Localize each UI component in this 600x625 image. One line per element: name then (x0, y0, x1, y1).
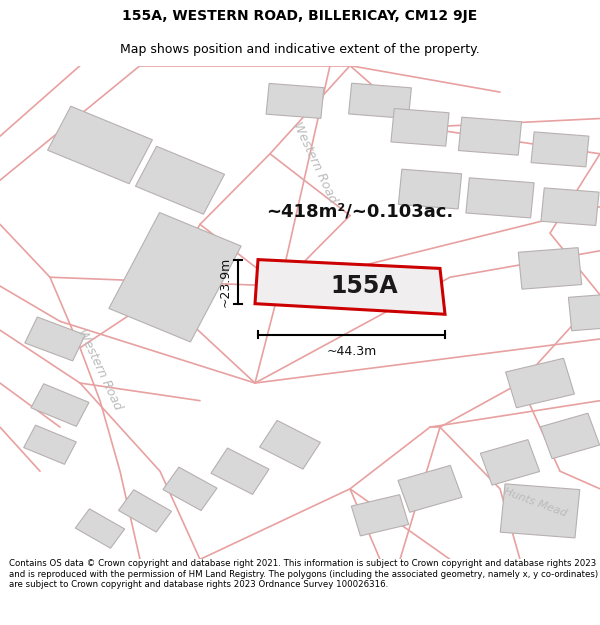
Polygon shape (541, 413, 599, 459)
Text: Western Road: Western Road (76, 327, 124, 412)
Polygon shape (76, 509, 125, 548)
Text: Map shows position and indicative extent of the property.: Map shows position and indicative extent… (120, 42, 480, 56)
Polygon shape (349, 83, 412, 119)
Text: 155A, WESTERN ROAD, BILLERICAY, CM12 9JE: 155A, WESTERN ROAD, BILLERICAY, CM12 9JE (122, 9, 478, 23)
Polygon shape (541, 188, 599, 226)
Polygon shape (568, 294, 600, 331)
Polygon shape (23, 425, 76, 464)
Polygon shape (266, 83, 324, 118)
Polygon shape (260, 421, 320, 469)
Text: ~44.3m: ~44.3m (326, 345, 377, 358)
Polygon shape (211, 448, 269, 494)
Polygon shape (398, 169, 461, 209)
Polygon shape (119, 490, 172, 532)
Polygon shape (31, 384, 89, 426)
Polygon shape (25, 317, 85, 361)
Polygon shape (500, 484, 580, 538)
Polygon shape (136, 146, 224, 214)
Text: Hunts Mead: Hunts Mead (502, 486, 568, 518)
Polygon shape (398, 466, 462, 512)
Polygon shape (531, 132, 589, 167)
Polygon shape (506, 358, 574, 408)
Text: 155A: 155A (331, 274, 398, 299)
Polygon shape (466, 178, 534, 218)
Polygon shape (518, 248, 582, 289)
Polygon shape (391, 109, 449, 146)
Polygon shape (458, 117, 521, 155)
Text: ~23.9m: ~23.9m (219, 256, 232, 307)
Polygon shape (255, 259, 445, 314)
Text: Western Road: Western Road (290, 120, 340, 205)
Polygon shape (47, 106, 152, 184)
Polygon shape (352, 494, 409, 536)
Polygon shape (109, 213, 241, 342)
Text: ~418m²/~0.103ac.: ~418m²/~0.103ac. (266, 202, 454, 220)
Polygon shape (481, 439, 539, 485)
Text: Contains OS data © Crown copyright and database right 2021. This information is : Contains OS data © Crown copyright and d… (9, 559, 598, 589)
Polygon shape (163, 467, 217, 511)
